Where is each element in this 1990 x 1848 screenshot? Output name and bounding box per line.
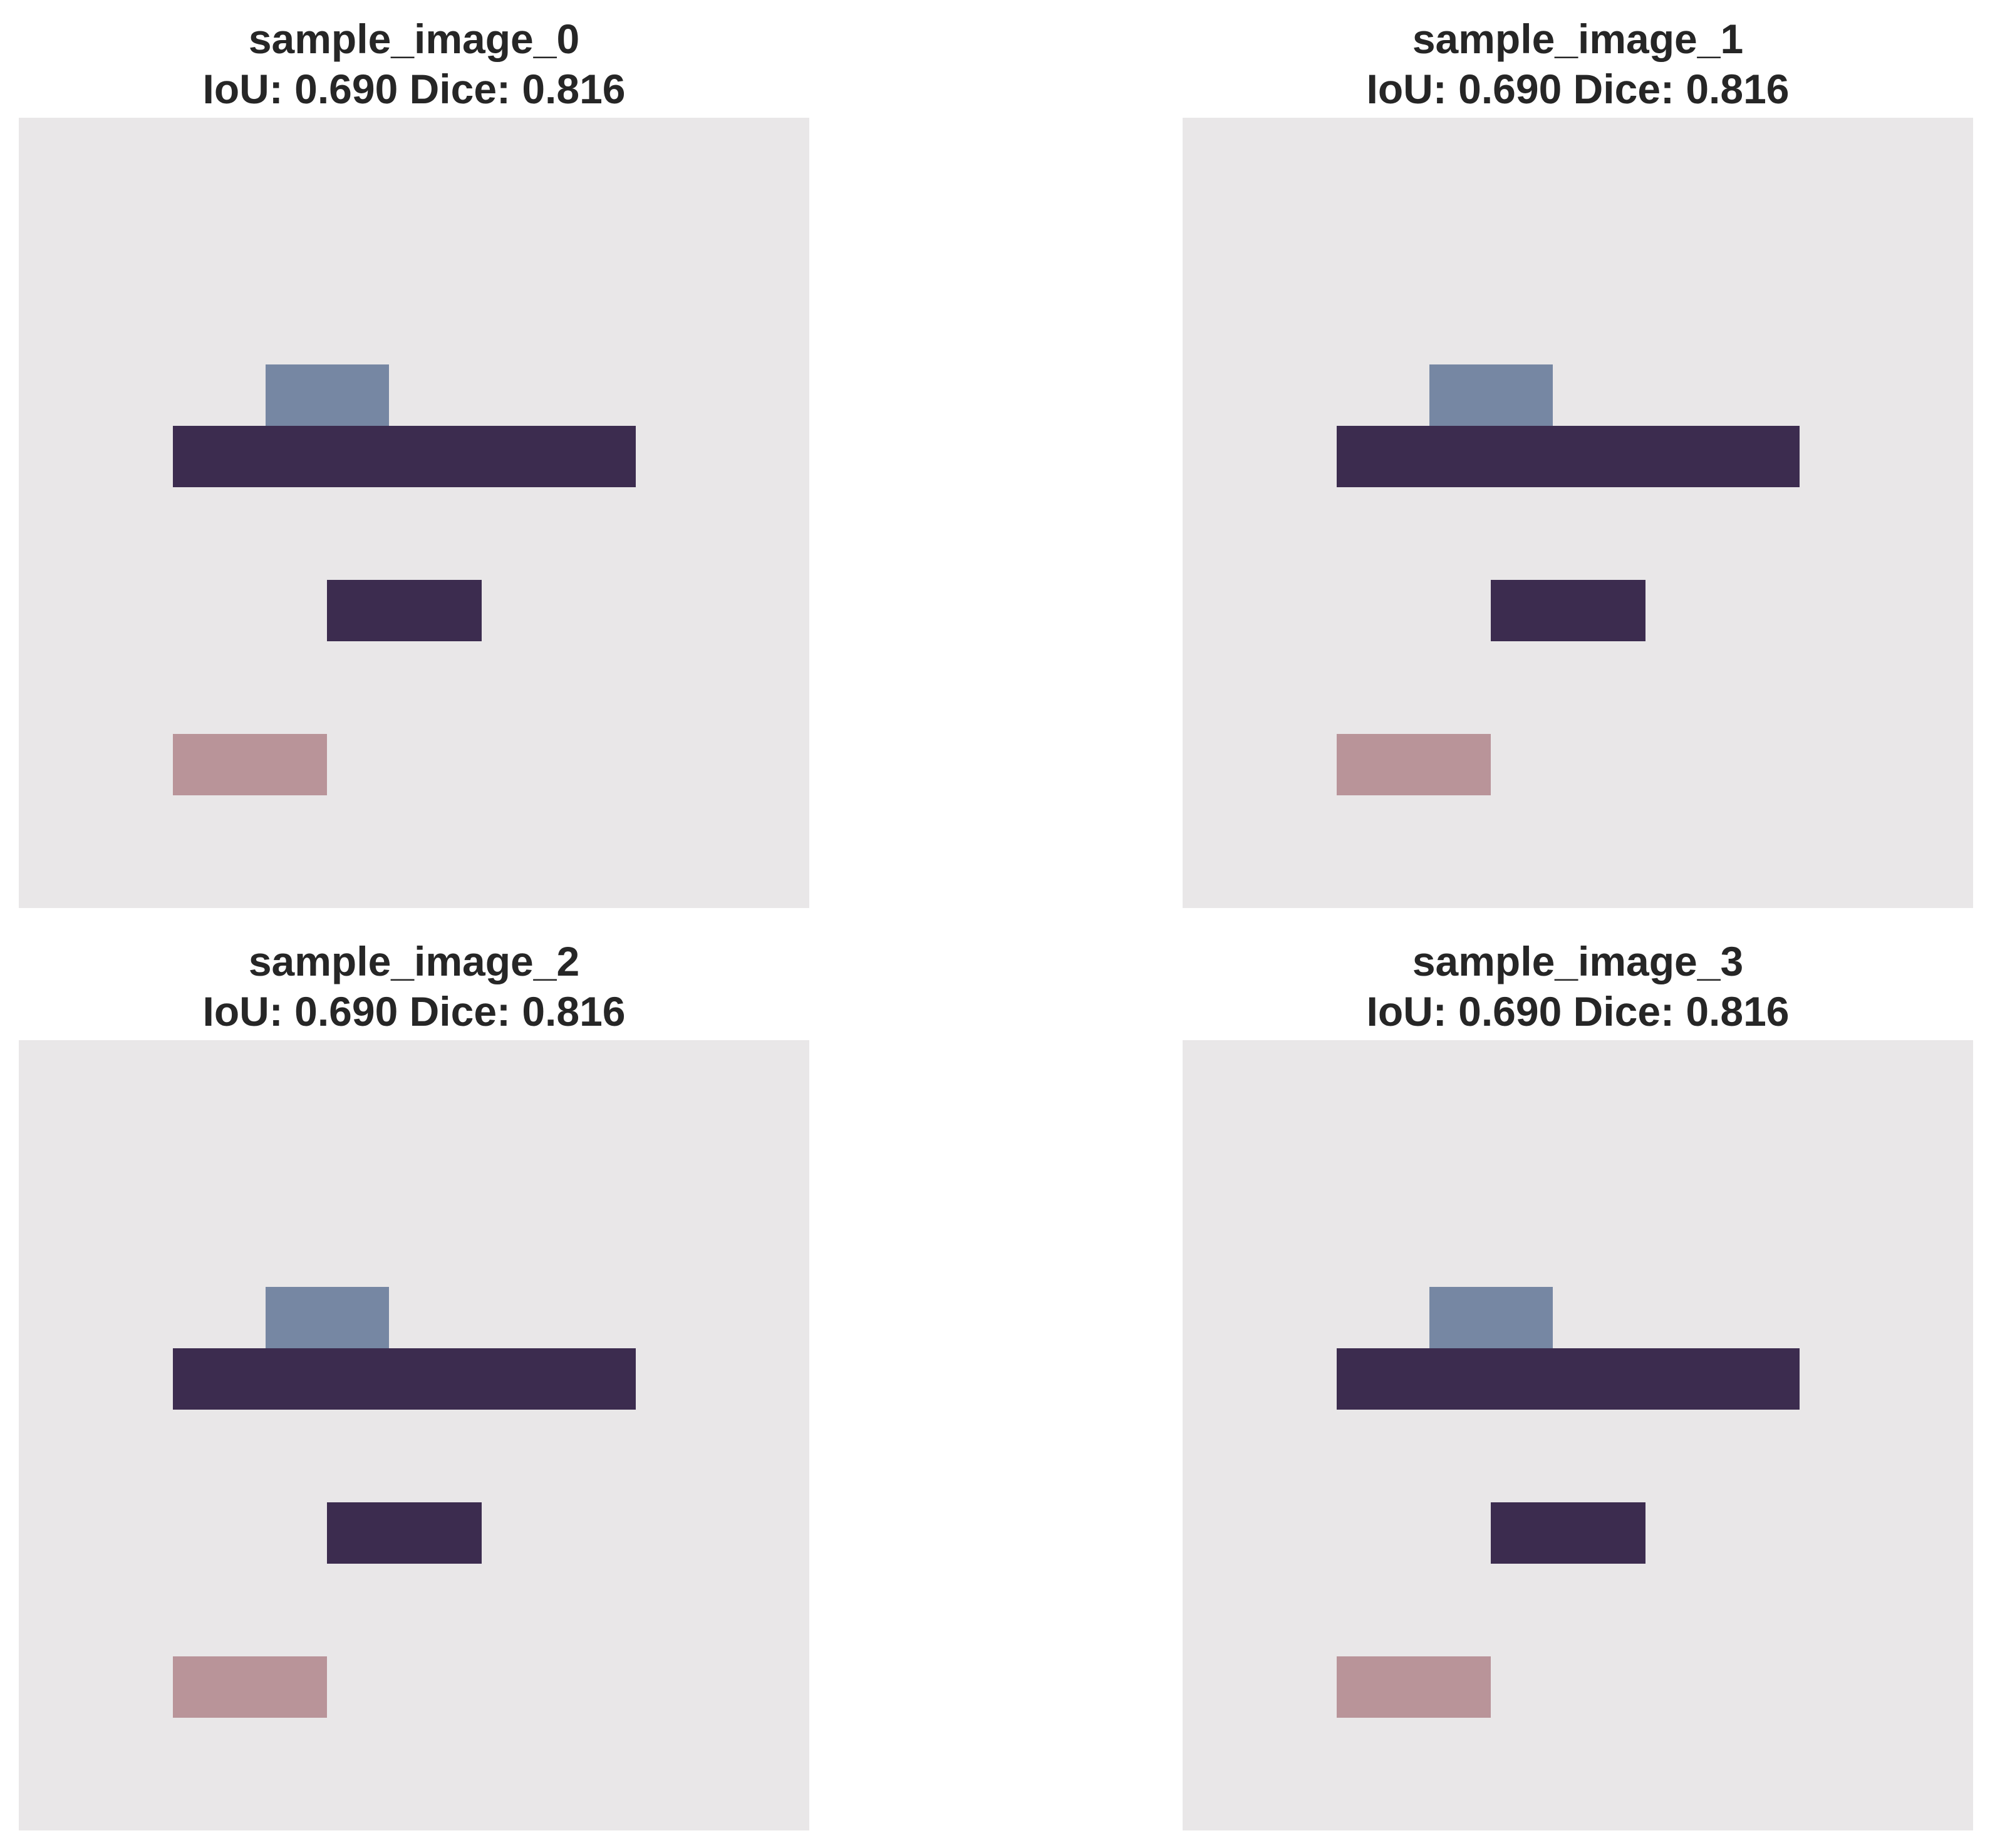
panel-title: sample_image_2 IoU: 0.690 Dice: 0.816 xyxy=(19,936,809,1036)
pink-segment xyxy=(173,1656,327,1718)
panel-name: sample_image_0 xyxy=(248,16,580,62)
panel-title: sample_image_1 IoU: 0.690 Dice: 0.816 xyxy=(1183,14,1973,114)
segmentation-image xyxy=(1183,1040,1973,1830)
segmentation-image xyxy=(19,118,809,908)
dark-wide-segment xyxy=(173,1348,636,1410)
panel-metrics: IoU: 0.690 Dice: 0.816 xyxy=(202,66,626,112)
panel-name: sample_image_1 xyxy=(1412,16,1744,62)
panel-metrics: IoU: 0.690 Dice: 0.816 xyxy=(202,988,626,1035)
pink-segment xyxy=(1337,1656,1491,1718)
segmentation-image xyxy=(1183,118,1973,908)
segmentation-image xyxy=(19,1040,809,1830)
light-blue-segment xyxy=(266,1287,389,1348)
light-blue-segment xyxy=(266,364,389,426)
dark-small-segment xyxy=(327,580,482,641)
dark-small-segment xyxy=(327,1502,482,1564)
light-blue-segment xyxy=(1429,1287,1553,1348)
pink-segment xyxy=(1337,734,1491,795)
pink-segment xyxy=(173,734,327,795)
panel-metrics: IoU: 0.690 Dice: 0.816 xyxy=(1366,988,1790,1035)
panel-name: sample_image_2 xyxy=(248,938,580,984)
dark-wide-segment xyxy=(1337,426,1800,487)
dark-small-segment xyxy=(1491,1502,1645,1564)
dark-small-segment xyxy=(1491,580,1645,641)
light-blue-segment xyxy=(1429,364,1553,426)
panel-title: sample_image_3 IoU: 0.690 Dice: 0.816 xyxy=(1183,936,1973,1036)
panel-name: sample_image_3 xyxy=(1412,938,1744,984)
dark-wide-segment xyxy=(173,426,636,487)
dark-wide-segment xyxy=(1337,1348,1800,1410)
panel-metrics: IoU: 0.690 Dice: 0.816 xyxy=(1366,66,1790,112)
panel-title: sample_image_0 IoU: 0.690 Dice: 0.816 xyxy=(19,14,809,114)
